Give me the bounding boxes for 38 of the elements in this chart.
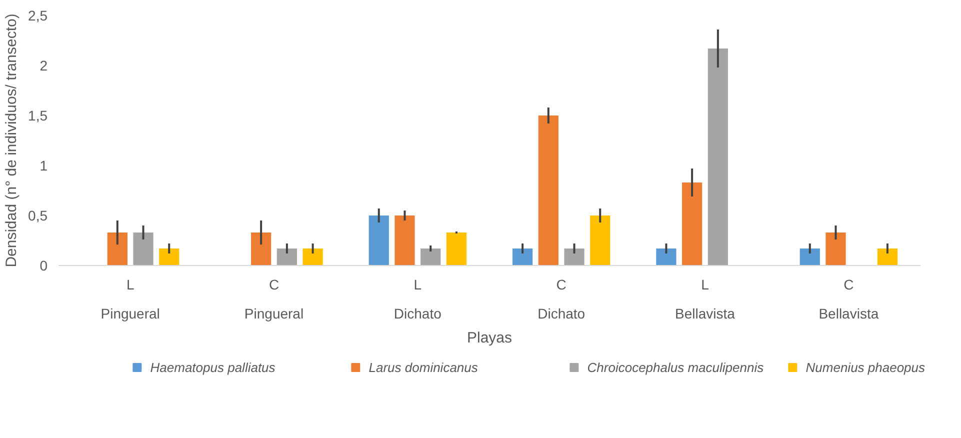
bar: [708, 48, 728, 266]
x-tick-label: L Bellavista: [675, 276, 736, 322]
bar: [682, 182, 702, 266]
y-tick-label: 2,5: [28, 8, 48, 24]
bar: [133, 232, 154, 266]
y-tick-label: 0: [40, 258, 48, 274]
bar: [368, 216, 389, 266]
bar: [394, 216, 415, 266]
x-tick-label: C Dichato: [538, 276, 586, 322]
bar: [302, 248, 323, 266]
x-tick-label: L Dichato: [394, 276, 442, 322]
legend-label: Haematopus palliatus: [150, 360, 276, 375]
bar: [159, 248, 180, 266]
bar: [590, 216, 610, 266]
bar: [446, 232, 467, 266]
y-tick-label: 0,5: [28, 208, 48, 224]
x-tick-label: C Pingueral: [244, 276, 304, 322]
y-tick-label: 2: [40, 58, 48, 74]
legend-label: Chroicocephalus maculipennis: [587, 360, 764, 375]
x-tick-label: C Bellavista: [818, 276, 879, 322]
bar: [420, 248, 441, 266]
bar: [107, 232, 128, 266]
bar: [251, 232, 272, 266]
x-axis-title: Playas: [466, 329, 512, 346]
bar: [564, 248, 584, 266]
bar: [826, 232, 846, 266]
bar: [538, 116, 558, 266]
y-tick-label: 1,5: [28, 108, 48, 124]
bar: [512, 248, 533, 266]
y-axis-title: Densidad (n° de individuos/ transecto): [3, 14, 20, 268]
legend-label: Larus dominicanus: [368, 360, 478, 375]
bar: [656, 248, 676, 266]
bar: [800, 248, 820, 266]
legend-label: Numenius phaeopus: [806, 360, 926, 375]
y-tick-label: 1: [40, 158, 48, 174]
bar: [276, 248, 297, 266]
x-tick-label: L Pingueral: [100, 276, 160, 322]
bar: [877, 248, 898, 266]
